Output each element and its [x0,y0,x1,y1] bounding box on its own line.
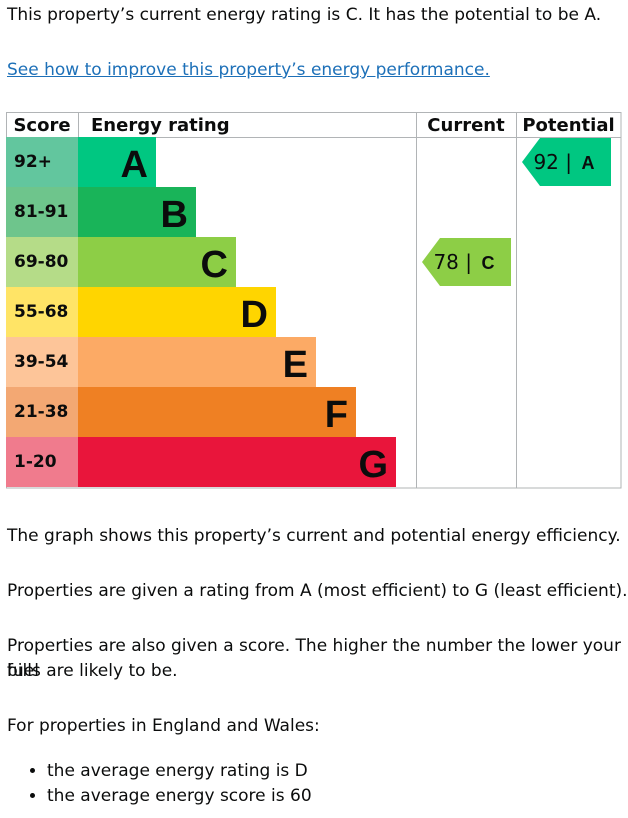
band-range-f: 21-38 [14,402,68,422]
band-bar-f [78,387,356,437]
rating-description: Properties are given a rating from A (mo… [7,581,628,601]
score-description-line-2: bills are likely to be. [7,661,178,681]
rating-bands: 92+ A 81-91 B 69-80 C 55-68 D 39-54 E 21-38 F 1-20 G [6,137,396,487]
band-bar-g [78,437,396,487]
band-range-bg-g [6,437,78,487]
band-range-bg-f [6,387,78,437]
band-letter-f: F [325,394,348,436]
average-list: the average energy rating is D the avera… [7,759,312,809]
improve-performance-link[interactable]: See how to improve this property’s energ… [7,60,490,80]
current-marker-score: 78 | [433,250,472,274]
band-range-a: 92+ [14,152,52,172]
potential-marker-arrow [522,138,611,186]
band-range-c: 69-80 [14,252,69,272]
band-range-bg-e [6,337,78,387]
intro-text: This property’s current energy rating is… [7,5,602,25]
band-bar-b [78,187,196,237]
band-letter-c: C [201,244,228,286]
potential-marker-letter: A [582,153,595,173]
header-current: Current [427,115,505,136]
band-letter-e: E [283,344,308,386]
header-energy-rating: Energy rating [91,115,230,136]
header-score: Score [13,115,70,136]
score-description-line-1: Properties are also given a score. The h… [7,636,621,681]
band-bar-a [78,137,156,187]
band-letter-g: G [358,444,388,486]
current-marker-arrow [422,238,511,286]
band-range-bg-a [6,137,78,187]
energy-rating-chart: Score Energy rating Current Potential 92+ A 8… [6,112,622,489]
current-marker-letter: C [482,253,495,273]
band-letter-b: B [161,194,188,236]
band-bar-d [78,287,276,337]
rating-markers: 78 | C 92 | A [422,138,611,286]
chart-headers: Score Energy rating Current Potential [13,115,614,136]
potential-marker-score: 92 | [533,150,572,174]
band-letter-d: D [241,294,268,336]
header-potential: Potential [522,115,614,136]
region-description: For properties in England and Wales: [7,716,320,736]
band-range-bg-b [6,187,78,237]
band-range-g: 1-20 [14,452,57,472]
band-range-e: 39-54 [14,352,69,372]
band-range-b: 81-91 [14,202,68,222]
band-letter-a: A [121,144,148,186]
band-range-bg-c [6,237,78,287]
band-range-bg-d [6,287,78,337]
band-range-d: 55-68 [14,302,68,322]
average-rating-item: the average energy rating is D [47,759,312,784]
graph-description: The graph shows this property’s current … [7,526,621,546]
average-score-item: the average energy score is 60 [47,784,312,809]
band-bar-e [78,337,316,387]
band-bar-c [78,237,236,287]
